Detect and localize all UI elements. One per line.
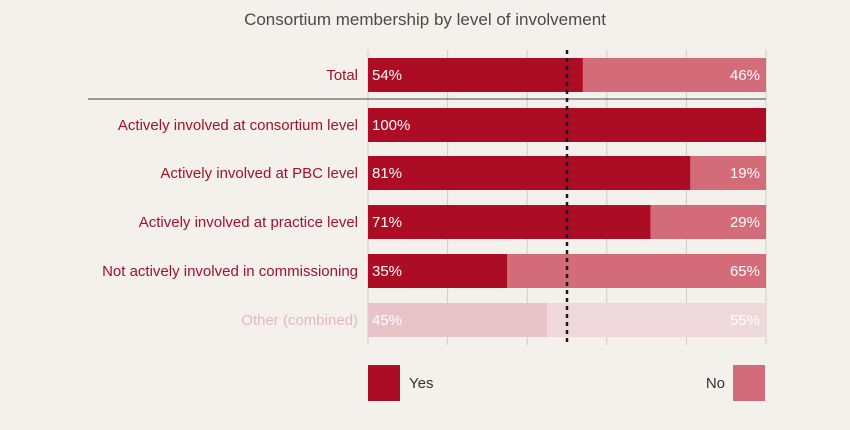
value-label-yes: 45% [372, 312, 402, 329]
bar-no [690, 156, 766, 190]
chart-title: Consortium membership by level of involv… [244, 10, 606, 29]
category-label: Not actively involved in commissioning [102, 263, 358, 280]
value-label-no: 65% [730, 263, 760, 280]
legend: Yes No [368, 365, 765, 401]
bar-yes [368, 254, 508, 288]
bar-yes [368, 303, 548, 337]
category-label: Actively involved at PBC level [160, 165, 358, 182]
value-label-no: 55% [730, 312, 760, 329]
value-label-yes: 81% [372, 165, 402, 182]
bar-no [582, 58, 766, 92]
category-label: Actively involved at practice level [139, 214, 358, 231]
legend-swatch-yes [368, 365, 400, 401]
value-label-yes: 71% [372, 214, 402, 231]
value-label-no: 29% [730, 214, 760, 231]
labels: Total 54% 46% Actively involved at consorti… [102, 67, 760, 329]
value-label-no: 46% [730, 67, 760, 84]
bar-no [547, 303, 766, 337]
legend-label-yes: Yes [409, 375, 433, 392]
value-label-yes: 35% [372, 263, 402, 280]
legend-swatch-no [733, 365, 765, 401]
legend-label-no: No [706, 375, 725, 392]
category-label: Other (combined) [241, 312, 358, 329]
bar-yes [368, 156, 691, 190]
bar-yes [368, 205, 651, 239]
bar-yes [368, 58, 583, 92]
value-label-no: 19% [730, 165, 760, 182]
bar-no [650, 205, 766, 239]
bar-no [507, 254, 766, 288]
category-label: Actively involved at consortium level [118, 117, 358, 134]
value-label-yes: 54% [372, 67, 402, 84]
value-label-yes: 100% [372, 117, 410, 134]
category-label: Total [326, 67, 358, 84]
